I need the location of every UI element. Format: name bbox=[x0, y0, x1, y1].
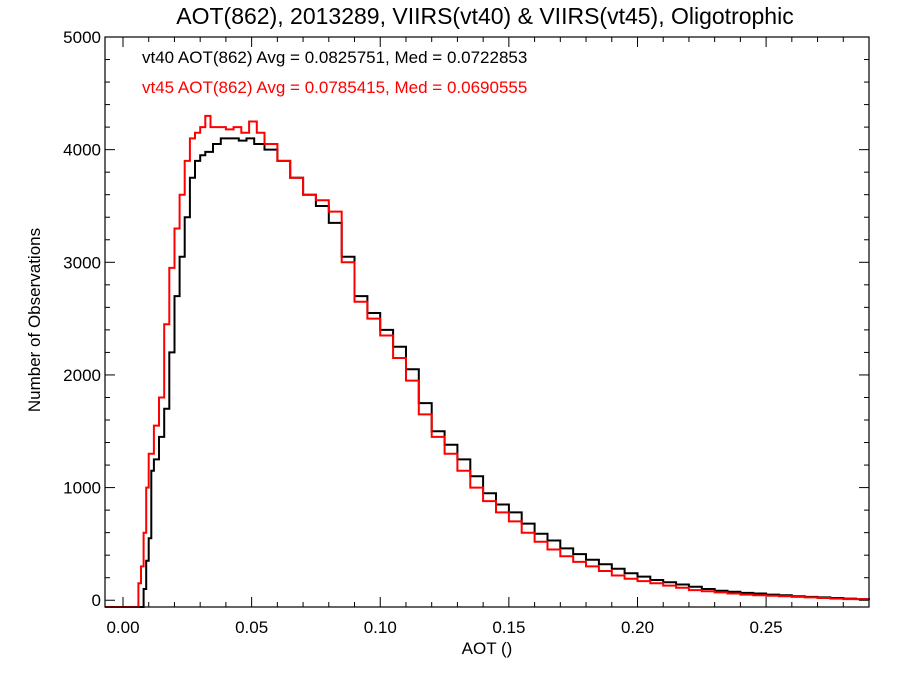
x-tick-label: 0.15 bbox=[492, 618, 525, 637]
y-tick-label: 0 bbox=[92, 591, 101, 610]
y-tick-label: 3000 bbox=[63, 253, 101, 272]
chart-title: AOT(862), 2013289, VIIRS(vt40) & VIIRS(v… bbox=[176, 3, 793, 29]
y-tick-label: 5000 bbox=[63, 28, 101, 47]
series-line-vt45 bbox=[105, 114, 870, 608]
annotation-vt40: vt40 AOT(862) Avg = 0.0825751, Med = 0.0… bbox=[142, 48, 527, 67]
y-axis-label: Number of Observations bbox=[25, 228, 44, 412]
x-tick-label: 0.10 bbox=[364, 618, 397, 637]
x-tick-label: 0.00 bbox=[106, 618, 139, 637]
x-tick-label: 0.25 bbox=[750, 618, 783, 637]
y-tick-label: 4000 bbox=[63, 141, 101, 160]
plot-frame bbox=[104, 36, 870, 608]
series-layer bbox=[105, 114, 870, 608]
x-axis-label: AOT () bbox=[462, 639, 513, 658]
x-tick-label: 0.20 bbox=[621, 618, 654, 637]
x-tick-label: 0.05 bbox=[235, 618, 268, 637]
x-axis: 0.00 0.05 0.10 0.15 0.20 0.25 bbox=[106, 37, 844, 637]
annotation-vt45: vt45 AOT(862) Avg = 0.0785415, Med = 0.0… bbox=[142, 78, 527, 97]
y-tick-label: 2000 bbox=[63, 366, 101, 385]
y-tick-label: 1000 bbox=[63, 479, 101, 498]
y-axis: 0 1000 2000 3000 4000 5000 bbox=[63, 28, 869, 610]
series-line-vt40 bbox=[105, 137, 870, 608]
